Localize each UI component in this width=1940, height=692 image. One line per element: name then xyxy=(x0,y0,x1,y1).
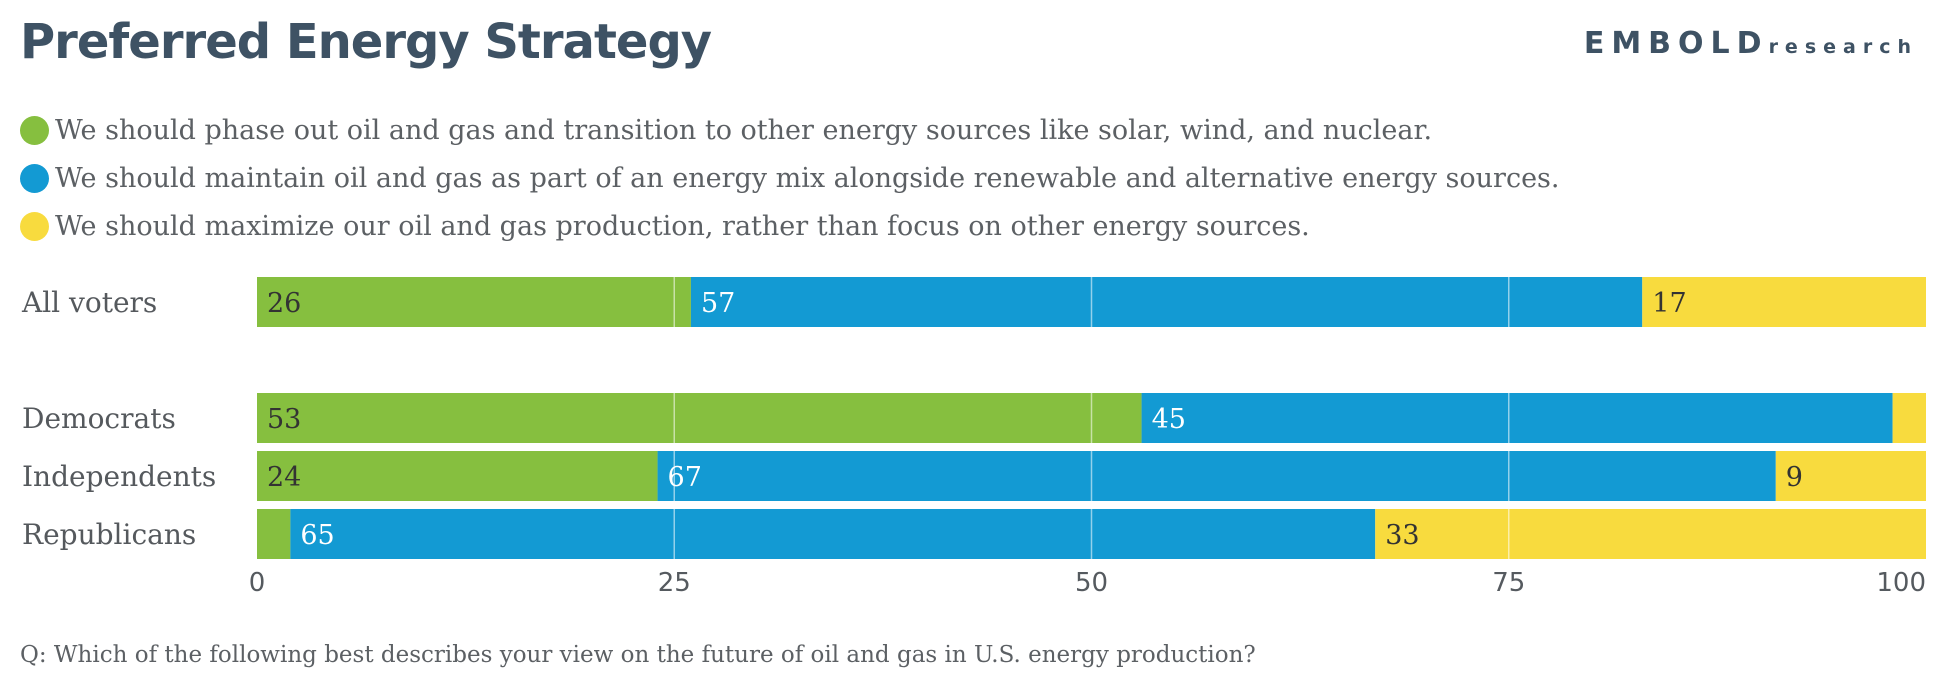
data-label: 9 xyxy=(1786,462,1803,493)
legend-item-phase-out: We should phase out oil and gas and tran… xyxy=(20,106,1560,154)
legend-swatch xyxy=(20,211,49,241)
legend-swatch xyxy=(20,115,49,145)
data-label: 53 xyxy=(267,404,301,435)
chart-legend: We should phase out oil and gas and tran… xyxy=(20,106,1560,250)
data-label: 57 xyxy=(701,288,735,319)
category-label: Republicans xyxy=(22,518,196,551)
data-label: 33 xyxy=(1385,520,1419,551)
chart-title: Preferred Energy Strategy xyxy=(20,14,712,70)
legend-swatch xyxy=(20,163,49,193)
brand-name: EMBOLD xyxy=(1583,26,1769,61)
bar-segment xyxy=(657,451,1776,501)
data-label: 24 xyxy=(267,462,301,493)
data-label: 67 xyxy=(668,462,702,493)
x-tick-label: 100 xyxy=(1876,568,1926,598)
bar-segment xyxy=(1892,393,1926,443)
bar-segment xyxy=(1642,277,1926,327)
bar-segment xyxy=(257,509,291,559)
bar-segment xyxy=(1141,393,1893,443)
data-label: 17 xyxy=(1652,288,1686,319)
bar-segment xyxy=(290,509,1376,559)
legend-label: We should maintain oil and gas as part o… xyxy=(55,162,1560,194)
category-label: Democrats xyxy=(22,402,176,435)
legend-item-maximize: We should maximize our oil and gas produ… xyxy=(20,202,1560,250)
x-tick-label: 75 xyxy=(1492,568,1525,598)
bar-segment xyxy=(257,277,691,327)
survey-question: Q: Which of the following best describes… xyxy=(20,642,1256,668)
data-label: 65 xyxy=(300,520,334,551)
data-label: 45 xyxy=(1152,404,1186,435)
brand-subtitle: research xyxy=(1768,36,1918,58)
category-label: All voters xyxy=(21,286,157,319)
bar-segment xyxy=(257,393,1142,443)
legend-label: We should phase out oil and gas and tran… xyxy=(55,114,1433,146)
x-tick-label: 50 xyxy=(1075,568,1108,598)
category-label: Independents xyxy=(22,460,216,493)
x-tick-label: 25 xyxy=(658,568,691,598)
legend-item-maintain: We should maintain oil and gas as part o… xyxy=(20,154,1560,202)
data-label: 26 xyxy=(267,288,301,319)
bar-segment xyxy=(257,451,658,501)
brand-logo: EMBOLDresearch xyxy=(1584,26,1918,61)
x-tick-label: 0 xyxy=(249,568,266,598)
legend-label: We should maximize our oil and gas produ… xyxy=(55,210,1310,242)
bar-segment xyxy=(1775,451,1926,501)
bar-segment xyxy=(690,277,1643,327)
bar-segment xyxy=(1375,509,1926,559)
